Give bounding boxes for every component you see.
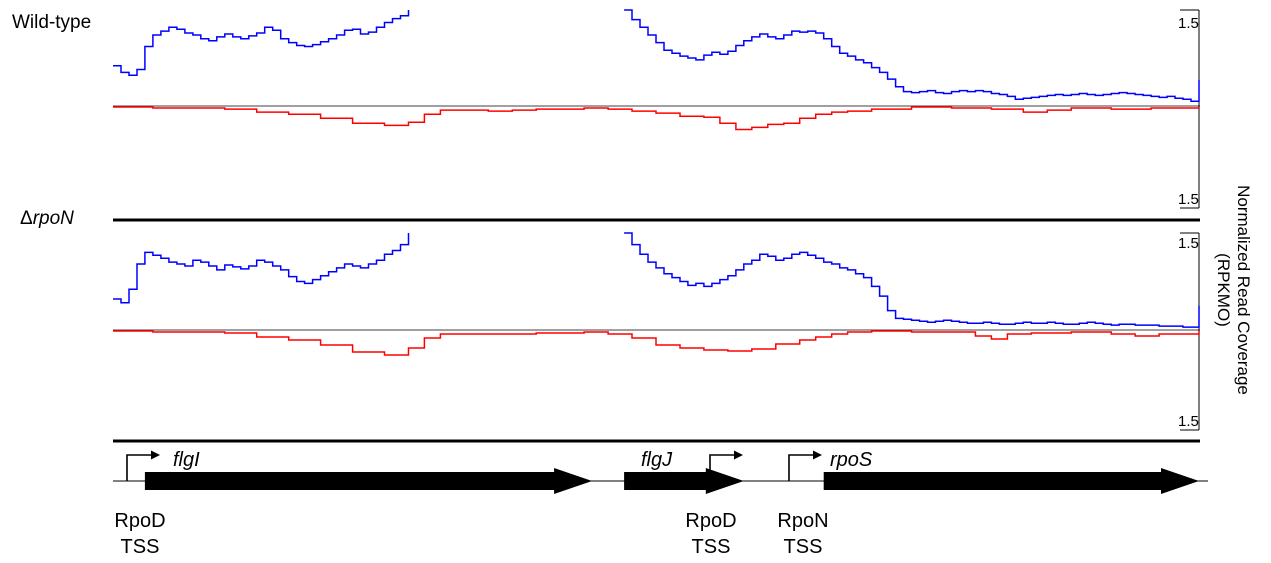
scale-bottom-rpon: 1.5	[1178, 413, 1199, 430]
y-axis-title-line-1: Normalized Read Coverage	[1234, 185, 1253, 395]
gene-label-rpos: rpoS	[830, 449, 873, 471]
scale-bottom-wild-type: 1.5	[1178, 191, 1199, 208]
gene-map: flgI flgJ rpoS RpoD TSS RpoD TSS RpoN TSS	[113, 449, 1208, 558]
track-label-rpon: ΔrpoN	[20, 208, 74, 229]
minus-strand-coverage-wild-type	[113, 106, 1200, 131]
promoter-tss-label-3: TSS	[784, 536, 823, 558]
promoter-label-3: RpoN	[777, 510, 828, 532]
gene-arrow-flgj	[624, 468, 744, 494]
promoter-arrow-3	[788, 454, 814, 481]
gene-label-flgi: flgI	[173, 449, 200, 471]
promoter-arrowhead-1	[151, 450, 160, 460]
minus-strand-coverage-rpon	[113, 330, 1200, 356]
track-wild-type: Wild-type 1.5 1.5	[12, 9, 1200, 209]
track-label-rpon-gene: rpoN	[33, 208, 74, 229]
promoter-tss-label-2: TSS	[692, 536, 731, 558]
gene-label-flgj: flgJ	[641, 449, 673, 471]
promoter-arrowhead-2	[734, 450, 743, 460]
promoter-label-2: RpoD	[685, 510, 736, 532]
track-label-wild-type: Wild-type	[12, 12, 91, 33]
y-axis-title: Normalized Read Coverage (RPKMO)	[1214, 185, 1253, 395]
promoter-arrow-2	[709, 454, 735, 481]
promoter-arrow-1	[126, 454, 152, 481]
promoter-label-1: RpoD	[114, 510, 165, 532]
plus-strand-coverage-wild-type	[113, 9, 1200, 102]
gene-arrow-flgi	[144, 468, 593, 494]
track-rpon-mutant: ΔrpoN 1.5 1.5	[20, 208, 1200, 431]
scale-top-rpon: 1.5	[1178, 235, 1199, 252]
plus-strand-coverage-rpon	[113, 232, 1200, 328]
promoter-tss-label-1: TSS	[121, 536, 160, 558]
track-label-rpon-prefix: Δ	[20, 208, 33, 229]
scale-top-wild-type: 1.5	[1178, 15, 1199, 32]
promoter-arrowhead-3	[813, 450, 822, 460]
y-axis-title-line-2: (RPKMO)	[1214, 253, 1233, 327]
gene-arrow-rpos	[823, 468, 1199, 494]
